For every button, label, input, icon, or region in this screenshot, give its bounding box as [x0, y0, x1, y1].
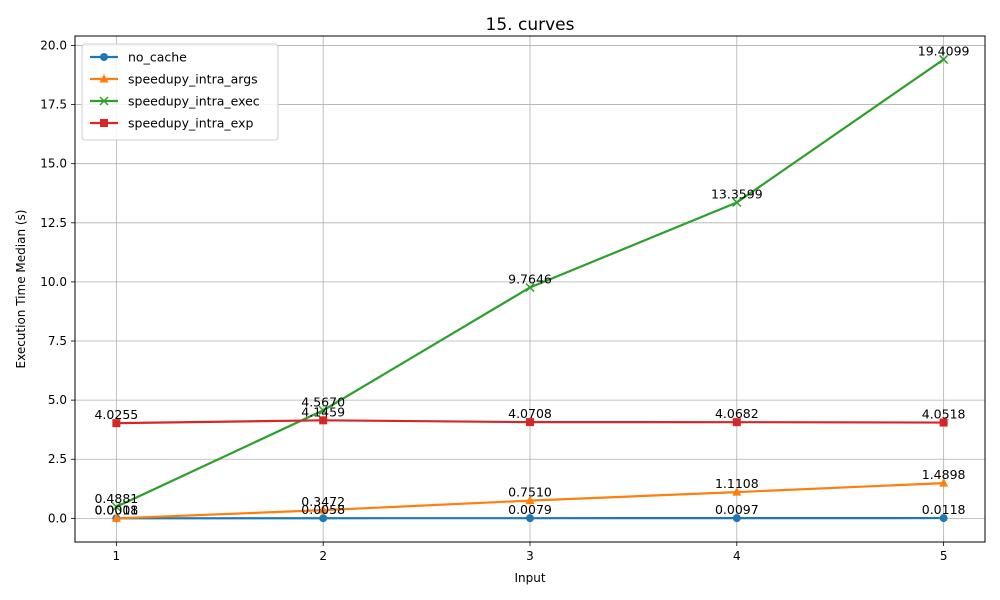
x-tick-label: 2 [319, 549, 327, 563]
data-label-speedupy_intra_exp: 4.0682 [715, 406, 759, 421]
legend-item: speedupy_intra_exec [90, 94, 260, 109]
y-tick-label: 15.0 [40, 157, 67, 171]
y-tick-label: 2.5 [48, 452, 67, 466]
data-point-speedupy_intra_exec [939, 54, 949, 64]
data-point-speedupy_intra_exp [526, 418, 534, 427]
data-point-speedupy_intra_exec [318, 405, 328, 415]
data-point-speedupy_intra_args [111, 513, 121, 522]
x-axis-ticks: 1 2 3 4 5 [113, 542, 948, 563]
legend-label: speedupy_intra_args [128, 72, 258, 87]
data-point-speedupy_intra_exec [732, 197, 742, 207]
legend-marker [99, 96, 109, 106]
data-labels: 0.0018 0.0058 0.0079 0.0097 0.0118 0.0001 0.34… [94, 43, 969, 517]
data-point-no_cache [732, 514, 741, 523]
y-tick-label: 10.0 [40, 275, 67, 289]
legend-label: speedupy_intra_exec [128, 94, 260, 109]
x-tick-label: 5 [940, 549, 948, 563]
y-tick-label: 7.5 [48, 334, 67, 348]
x-tick-label: 4 [733, 549, 741, 563]
data-point-speedupy_intra_exp [319, 416, 328, 425]
legend-label: speedupy_intra_exp [128, 116, 253, 131]
data-point-no_cache [319, 514, 328, 523]
data-label-speedupy_intra_exp: 4.1459 [301, 404, 345, 419]
data-point-speedupy_intra_exp [939, 418, 948, 427]
legend-item: no_cache [90, 50, 187, 65]
x-axis-label: Input [514, 571, 545, 585]
data-point-speedupy_intra_exec [525, 282, 535, 293]
data-point-speedupy_intra_args [318, 505, 328, 514]
data-label-speedupy_intra_exp: 4.0255 [94, 407, 138, 422]
data-label-speedupy_intra_args: 0.3472 [301, 494, 345, 509]
legend-marker [100, 119, 108, 127]
data-label-no_cache: 0.0118 [922, 502, 966, 517]
data-label-speedupy_intra_exec: 9.7646 [508, 271, 552, 286]
data-point-speedupy_intra_exp [732, 418, 741, 427]
series-speedupy_intra_exp [112, 416, 948, 428]
y-axis-ticks: 0.0 2.5 5.0 7.5 10.0 12.5 15.0 17.5 20.0 [40, 38, 75, 525]
data-point-no_cache [526, 514, 534, 523]
legend-item: speedupy_intra_args [90, 72, 258, 87]
series-speedupy_intra_exec [111, 54, 949, 512]
legend-marker [99, 74, 109, 83]
legend: no_cache speedupy_intra_args speedupy_intr… [81, 43, 279, 141]
y-tick-label: 20.0 [40, 38, 67, 52]
data-point-no_cache [939, 514, 948, 523]
data-point-speedupy_intra_args [525, 495, 535, 505]
data-label-speedupy_intra_args: 0.0001 [94, 502, 138, 517]
data-label-speedupy_intra_exec: 4.5670 [301, 394, 345, 409]
legend-box [81, 43, 279, 141]
data-label-speedupy_intra_exp: 4.0708 [508, 406, 552, 421]
y-tick-label: 17.5 [40, 98, 67, 112]
plot-area [111, 54, 949, 523]
legend-marker [100, 53, 108, 61]
data-label-speedupy_intra_exec: 0.4881 [94, 491, 138, 506]
grid-lines [75, 36, 985, 542]
chart-title: 15. curves [486, 15, 575, 35]
data-label-no_cache: 0.0058 [301, 502, 345, 517]
legend-label: no_cache [128, 50, 187, 65]
data-label-speedupy_intra_args: 1.1108 [715, 476, 759, 491]
data-point-speedupy_intra_exec [111, 502, 121, 512]
data-label-speedupy_intra_args: 0.7510 [508, 485, 552, 500]
data-label-speedupy_intra_exec: 13.3599 [711, 186, 763, 201]
x-tick-label: 3 [526, 549, 534, 563]
series-speedupy_intra_args [111, 478, 949, 522]
data-label-speedupy_intra_args: 1.4898 [922, 467, 966, 482]
data-label-no_cache: 0.0079 [508, 502, 552, 517]
data-label-speedupy_intra_exp: 4.0518 [922, 407, 966, 422]
data-point-speedupy_intra_args [732, 487, 742, 496]
y-tick-label: 0.0 [48, 511, 67, 525]
data-label-no_cache: 0.0018 [94, 502, 138, 517]
data-label-no_cache: 0.0097 [715, 502, 759, 517]
y-tick-label: 12.5 [40, 216, 67, 230]
data-label-speedupy_intra_exec: 19.4099 [918, 43, 970, 58]
x-tick-label: 1 [113, 549, 121, 563]
data-point-speedupy_intra_args [939, 478, 949, 487]
data-point-speedupy_intra_exp [112, 419, 121, 428]
legend-item: speedupy_intra_exp [90, 116, 253, 131]
y-axis-label: Execution Time Median (s) [14, 210, 28, 369]
y-tick-label: 5.0 [48, 393, 67, 407]
